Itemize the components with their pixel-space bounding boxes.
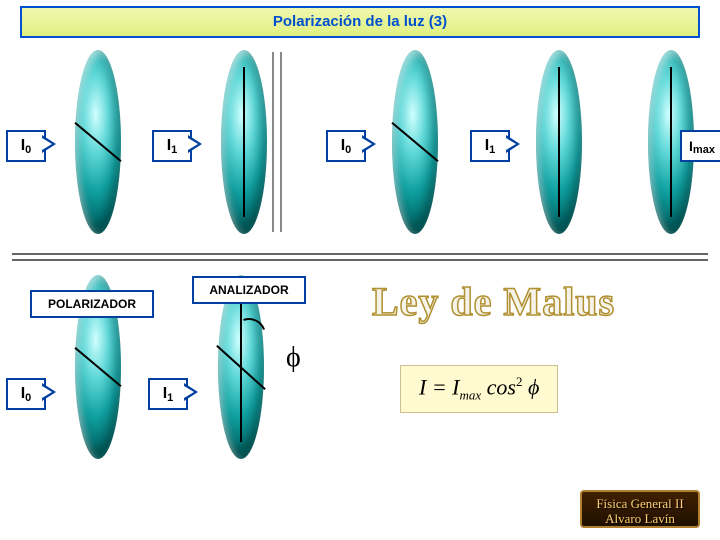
polarizador-label: POLARIZADOR	[30, 290, 154, 318]
analizador-label: ANALIZADOR	[192, 276, 306, 304]
badge-line2: Alvaro Lavín	[582, 511, 698, 526]
arrow-icon	[42, 383, 56, 401]
phi-label: ϕ	[286, 342, 301, 374]
arrow-icon	[42, 135, 56, 153]
axis-line	[243, 67, 245, 217]
badge-line1: Física General II	[582, 496, 698, 511]
intensity-callout-i1-a: I1	[152, 130, 192, 162]
arrow-icon	[506, 135, 520, 153]
axis-line	[670, 67, 672, 217]
intensity-callout-i0-c: I0	[6, 378, 46, 410]
arrow-icon	[362, 135, 376, 153]
arrow-icon	[184, 383, 198, 401]
intensity-callout-i0-b: I0	[326, 130, 366, 162]
arrow-icon	[188, 135, 202, 153]
axis-line	[558, 67, 560, 217]
malus-law-title: Ley de Malus	[372, 278, 615, 325]
title-bar: Polarización de la luz (3)	[20, 6, 700, 38]
intensity-callout-i1-b: I1	[470, 130, 510, 162]
intensity-callout-i0-a: I0	[6, 130, 46, 162]
intensity-callout-i1-c: I1	[148, 378, 188, 410]
author-badge: Física General II Alvaro Lavín	[580, 490, 700, 528]
malus-formula: I = Imax cos2 ϕ	[400, 365, 558, 413]
vertical-divider	[272, 52, 282, 232]
intensity-callout-imax: Imax	[680, 130, 720, 162]
section-divider	[12, 253, 708, 261]
